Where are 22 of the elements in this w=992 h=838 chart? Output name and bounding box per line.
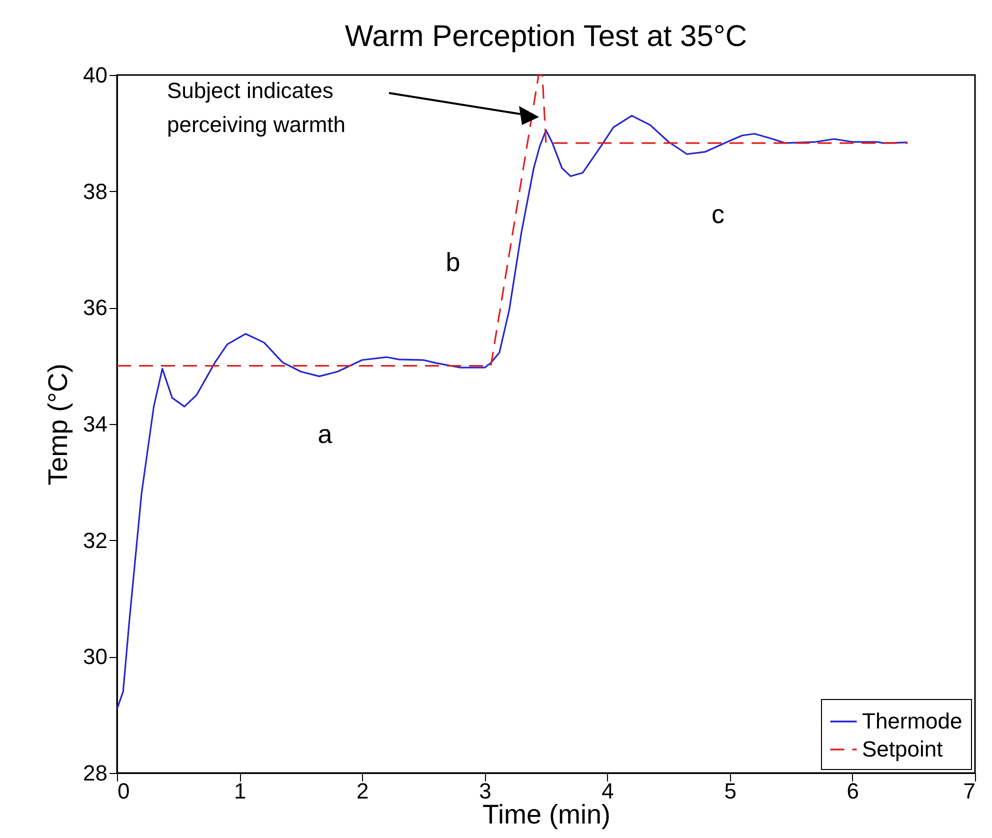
annotation: a <box>318 419 333 449</box>
x-tick-label: 7 <box>963 778 976 804</box>
y-tick-label: 30 <box>83 644 108 670</box>
x-tick-label: 2 <box>356 778 369 804</box>
y-tick-label: 34 <box>83 412 108 436</box>
x-tick-label: 6 <box>846 778 860 804</box>
y-tick-label: 28 <box>83 760 108 786</box>
chart-title: Warm Perception Test at 35°C <box>344 20 748 53</box>
y-tick-label: 32 <box>83 528 108 553</box>
legend-label: Setpoint <box>862 736 943 762</box>
annotation: c <box>712 199 724 229</box>
annotation: Subject indicates perceiving warmth <box>167 78 346 137</box>
y-tick-label: 38 <box>83 178 108 204</box>
y-axis-title: Temp (°C) <box>43 364 74 486</box>
x-tick-label: 5 <box>724 778 736 804</box>
y-tick-label: 40 <box>83 62 108 88</box>
x-tick-label: 1 <box>234 778 246 804</box>
y-tick-label: 36 <box>83 295 108 320</box>
annotation: b <box>446 247 460 277</box>
x-tick-label: 0 <box>118 778 130 804</box>
legend-label: Thermode <box>862 708 962 734</box>
line-series <box>117 114 908 710</box>
